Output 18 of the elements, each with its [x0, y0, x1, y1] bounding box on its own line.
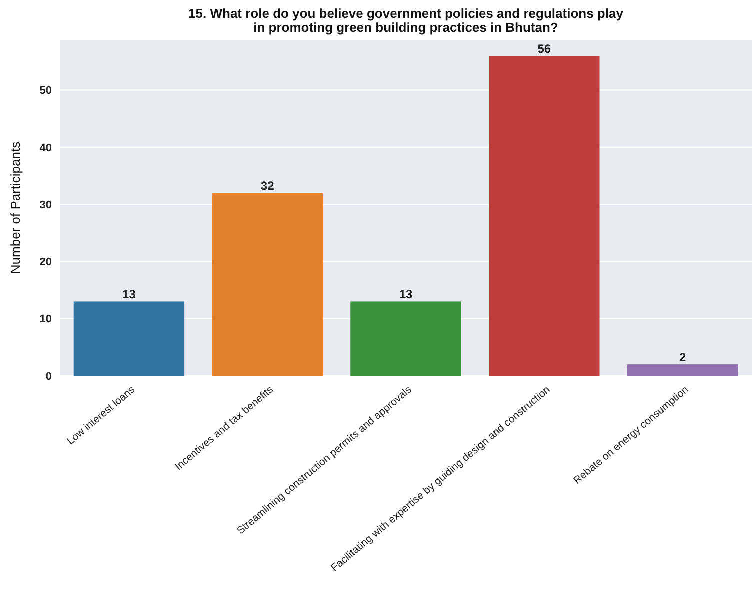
data-label: 56	[538, 42, 552, 56]
bar	[74, 302, 185, 376]
bar	[489, 56, 600, 376]
data-label: 2	[679, 350, 686, 365]
bar	[212, 193, 323, 376]
y-tick-label: 50	[40, 85, 52, 98]
data-label: 13	[399, 288, 413, 302]
y-tick-label: 20	[40, 256, 52, 269]
data-label: 32	[260, 179, 275, 194]
y-tick-label: 40	[40, 142, 52, 154]
y-tick-label: 0	[46, 370, 52, 383]
y-tick-label: 30	[40, 199, 52, 212]
bar	[627, 364, 738, 376]
y-tick-label: 10	[40, 314, 52, 326]
chart-title: 15. What role do you believe government policies and regulations play in promoting green building practices in Bhutan?	[188, 6, 624, 35]
bar	[350, 302, 462, 376]
data-label: 13	[122, 288, 136, 302]
y-axis-title: Number of Participants	[8, 141, 23, 274]
